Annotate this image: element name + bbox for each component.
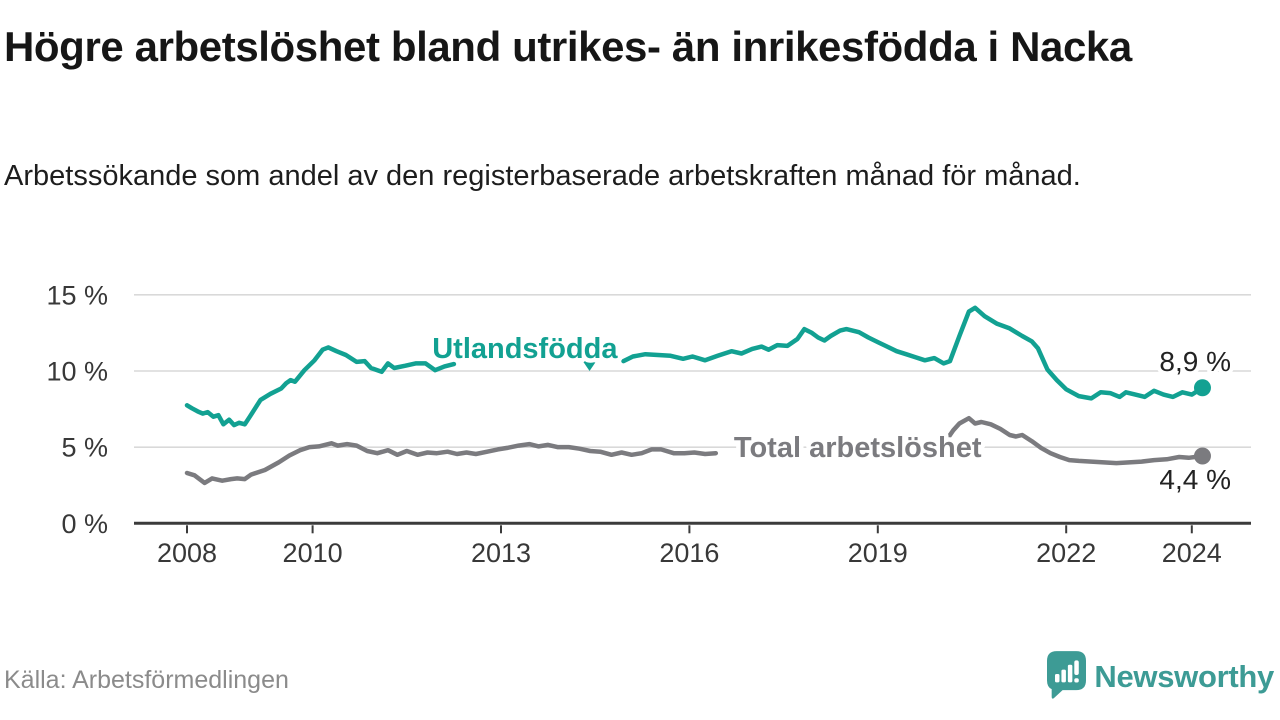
series-line-total: [184, 441, 719, 486]
x-axis-tick-label: 2024: [1162, 538, 1222, 568]
x-axis-tick-label: 2016: [659, 538, 719, 568]
logo-exclamation-dot: [1074, 678, 1080, 683]
series-line-total: [928, 415, 1205, 466]
series-line-utlandsfodda: [184, 345, 457, 428]
newsworthy-pin-chart-icon: [1047, 651, 1087, 699]
source-note: Källa: Arbetsförmedlingen: [4, 666, 289, 694]
y-axis-tick-label: 10 %: [46, 357, 108, 387]
x-axis-tick-label: 2013: [471, 538, 531, 568]
page-title: Högre arbetslöshet bland utrikes- än inr…: [4, 23, 1132, 70]
logo-bar-medium: [1061, 669, 1067, 683]
series-end-dot-total: [1193, 447, 1211, 465]
series-end-dot-utlandsfodda: [1193, 379, 1211, 397]
logo-exclamation-stem: [1074, 660, 1080, 676]
y-axis-tick-label: 15 %: [46, 280, 108, 310]
brand-name: Newsworthy: [1094, 659, 1274, 694]
y-axis-tick-label: 0 %: [61, 509, 108, 539]
brand-logo: Newsworthy: [1047, 651, 1274, 700]
series-label-pointer-utlandsfodda: [582, 360, 598, 371]
series-label-total: Total arbetslöshet: [734, 432, 982, 464]
end-value-label-total: 4,4 %: [1159, 464, 1231, 495]
x-axis-tick-label: 2008: [157, 538, 217, 568]
logo-bar-large: [1068, 664, 1073, 683]
x-axis-tick-label: 2010: [283, 538, 343, 568]
logo-bar-small: [1055, 674, 1060, 683]
y-axis-tick-label: 5 %: [61, 433, 108, 463]
end-value-label-utlandsfodda: 8,9 %: [1159, 346, 1231, 377]
series-line-utlandsfodda: [621, 305, 1205, 401]
x-axis-tick-label: 2022: [1036, 538, 1096, 568]
x-axis-tick-label: 2019: [848, 538, 908, 568]
series-label-utlandsfodda: Utlandsfödda: [432, 333, 618, 365]
page-subtitle: Arbetssökande som andel av den registerb…: [4, 160, 1081, 192]
